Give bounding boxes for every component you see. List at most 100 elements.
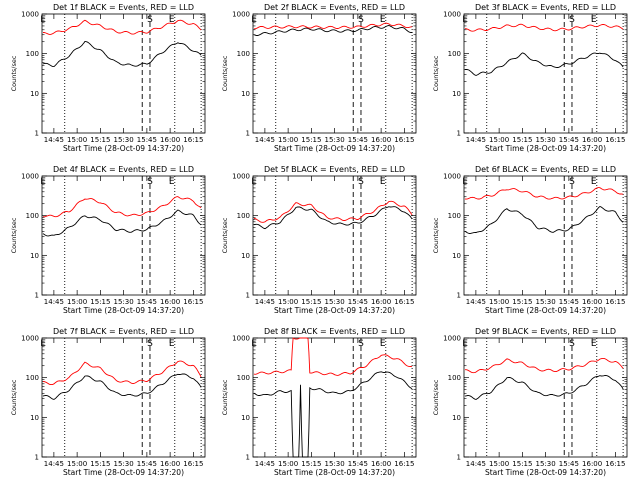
plot-frame bbox=[252, 175, 417, 296]
x-axis-label: Start Time (28-Oct-09 14:37:20) bbox=[274, 468, 395, 477]
x-tick-label: 15:45 bbox=[137, 460, 157, 468]
x-tick-label: 15:30 bbox=[114, 298, 134, 306]
events-series-line bbox=[464, 205, 624, 234]
plot-frame bbox=[41, 337, 206, 458]
y-tick-label: 1 bbox=[457, 292, 461, 300]
x-tick-label: 15:00 bbox=[67, 136, 87, 144]
panel-det-1f: Det 1f BLACK = Events, RED = LLD 1 10 100 10… bbox=[10, 3, 206, 153]
x-tick-label: 15:00 bbox=[67, 460, 87, 468]
x-tick-label: 15:45 bbox=[348, 460, 368, 468]
x-tick-label: 16:00 bbox=[371, 298, 391, 306]
y-tick-label: 1 bbox=[246, 130, 250, 138]
y-tick-label: 1 bbox=[457, 454, 461, 462]
x-tick-label: 15:45 bbox=[137, 298, 157, 306]
lld-series-line bbox=[42, 196, 202, 218]
panel-title: Det 9f BLACK = Events, RED = LLD bbox=[475, 327, 616, 336]
event-marker-S: S bbox=[358, 339, 364, 349]
y-tick-label: 100 bbox=[26, 374, 39, 382]
y-tick-label: 1 bbox=[246, 292, 250, 300]
lld-series-line bbox=[253, 337, 413, 376]
y-axis-label: Counts/sec bbox=[10, 55, 18, 91]
y-tick-label: 1 bbox=[35, 292, 39, 300]
event-marker-E: E bbox=[380, 339, 386, 349]
x-tick-label: 15:15 bbox=[90, 298, 110, 306]
event-marker-E-start: E bbox=[462, 177, 468, 187]
y-axis-label: Counts/sec bbox=[221, 55, 229, 91]
y-tick-label: 1000 bbox=[232, 173, 250, 181]
x-tick-label: 15:15 bbox=[90, 136, 110, 144]
panel-det-5f: Det 5f BLACK = Events, RED = LLD 1 10 100 10… bbox=[221, 165, 417, 315]
x-tick-label: 15:30 bbox=[114, 136, 134, 144]
event-marker-S: S bbox=[147, 15, 153, 25]
x-tick-label: 15:30 bbox=[536, 298, 556, 306]
lld-series-line bbox=[254, 22, 413, 30]
event-marker-E-start: E bbox=[40, 177, 46, 187]
x-tick-label: 15:15 bbox=[301, 298, 321, 306]
events-series-line bbox=[464, 375, 624, 400]
x-tick-label: 15:00 bbox=[489, 136, 509, 144]
x-tick-label: 16:00 bbox=[582, 460, 602, 468]
panel-det-9f: Det 9f BLACK = Events, RED = LLD 1 10 100 10… bbox=[432, 327, 628, 477]
y-tick-label: 10 bbox=[241, 252, 250, 260]
x-tick-label: 16:15 bbox=[183, 460, 203, 468]
x-tick-label: 15:30 bbox=[325, 298, 345, 306]
event-marker-E: E bbox=[591, 177, 597, 187]
y-tick-label: 1000 bbox=[443, 11, 461, 19]
y-axis-label: Counts/sec bbox=[432, 379, 440, 415]
event-marker-S: S bbox=[147, 339, 153, 349]
events-series-line bbox=[42, 41, 202, 68]
y-tick-label: 1000 bbox=[443, 335, 461, 343]
y-tick-label: 1 bbox=[246, 454, 250, 462]
panel-det-6f: Det 6f BLACK = Events, RED = LLD 1 10 100 10… bbox=[432, 165, 628, 315]
y-tick-label: 1000 bbox=[232, 11, 250, 19]
y-tick-label: 1000 bbox=[443, 173, 461, 181]
x-tick-label: 15:30 bbox=[325, 460, 345, 468]
x-tick-label: 15:45 bbox=[559, 460, 579, 468]
y-tick-label: 100 bbox=[448, 374, 461, 382]
x-axis-label: Start Time (28-Oct-09 14:37:20) bbox=[485, 306, 606, 315]
y-tick-label: 100 bbox=[448, 212, 461, 220]
y-axis-label: Counts/sec bbox=[10, 379, 18, 415]
plot-frame bbox=[463, 337, 628, 458]
x-tick-label: 16:00 bbox=[160, 136, 180, 144]
x-tick-label: 14:45 bbox=[255, 460, 275, 468]
event-marker-E-start: E bbox=[462, 339, 468, 349]
y-tick-label: 10 bbox=[452, 252, 461, 260]
x-axis-label: Start Time (28-Oct-09 14:37:20) bbox=[63, 144, 184, 153]
x-axis-label: Start Time (28-Oct-09 14:37:20) bbox=[63, 468, 184, 477]
x-tick-label: 15:45 bbox=[559, 136, 579, 144]
panel-det-2f: Det 2f BLACK = Events, RED = LLD 1 10 100 10… bbox=[221, 3, 417, 153]
x-tick-label: 15:30 bbox=[536, 460, 556, 468]
event-marker-S: S bbox=[358, 15, 364, 25]
panel-det-3f: Det 3f BLACK = Events, RED = LLD 1 10 100 10… bbox=[432, 3, 628, 153]
x-tick-label: 15:15 bbox=[512, 136, 532, 144]
x-tick-label: 16:15 bbox=[605, 460, 625, 468]
x-tick-label: 16:00 bbox=[160, 298, 180, 306]
y-tick-label: 10 bbox=[241, 90, 250, 98]
events-series-line bbox=[465, 52, 624, 76]
panel-title: Det 4f BLACK = Events, RED = LLD bbox=[53, 165, 194, 174]
event-marker-E: E bbox=[591, 15, 597, 25]
event-marker-E-start: E bbox=[40, 15, 46, 25]
events-series-line bbox=[253, 25, 413, 36]
panel-det-4f: Det 4f BLACK = Events, RED = LLD 1 10 100 10… bbox=[10, 165, 206, 315]
panel-title: Det 7f BLACK = Events, RED = LLD bbox=[53, 327, 194, 336]
plot-frame bbox=[463, 175, 628, 296]
x-tick-label: 16:15 bbox=[605, 298, 625, 306]
x-axis-label: Start Time (28-Oct-09 14:37:20) bbox=[274, 306, 395, 315]
y-tick-label: 1000 bbox=[21, 335, 39, 343]
plot-frame bbox=[252, 337, 417, 458]
event-marker-S: S bbox=[569, 15, 575, 25]
x-tick-label: 14:45 bbox=[255, 298, 275, 306]
x-tick-label: 14:45 bbox=[44, 298, 64, 306]
event-marker-E: E bbox=[169, 339, 175, 349]
event-marker-E: E bbox=[380, 177, 386, 187]
event-marker-E-start: E bbox=[40, 339, 46, 349]
x-tick-label: 15:15 bbox=[512, 298, 532, 306]
x-tick-label: 16:15 bbox=[183, 298, 203, 306]
y-tick-label: 100 bbox=[237, 50, 250, 58]
x-tick-label: 14:45 bbox=[44, 460, 64, 468]
panel-title: Det 6f BLACK = Events, RED = LLD bbox=[475, 165, 616, 174]
x-tick-label: 16:00 bbox=[582, 136, 602, 144]
